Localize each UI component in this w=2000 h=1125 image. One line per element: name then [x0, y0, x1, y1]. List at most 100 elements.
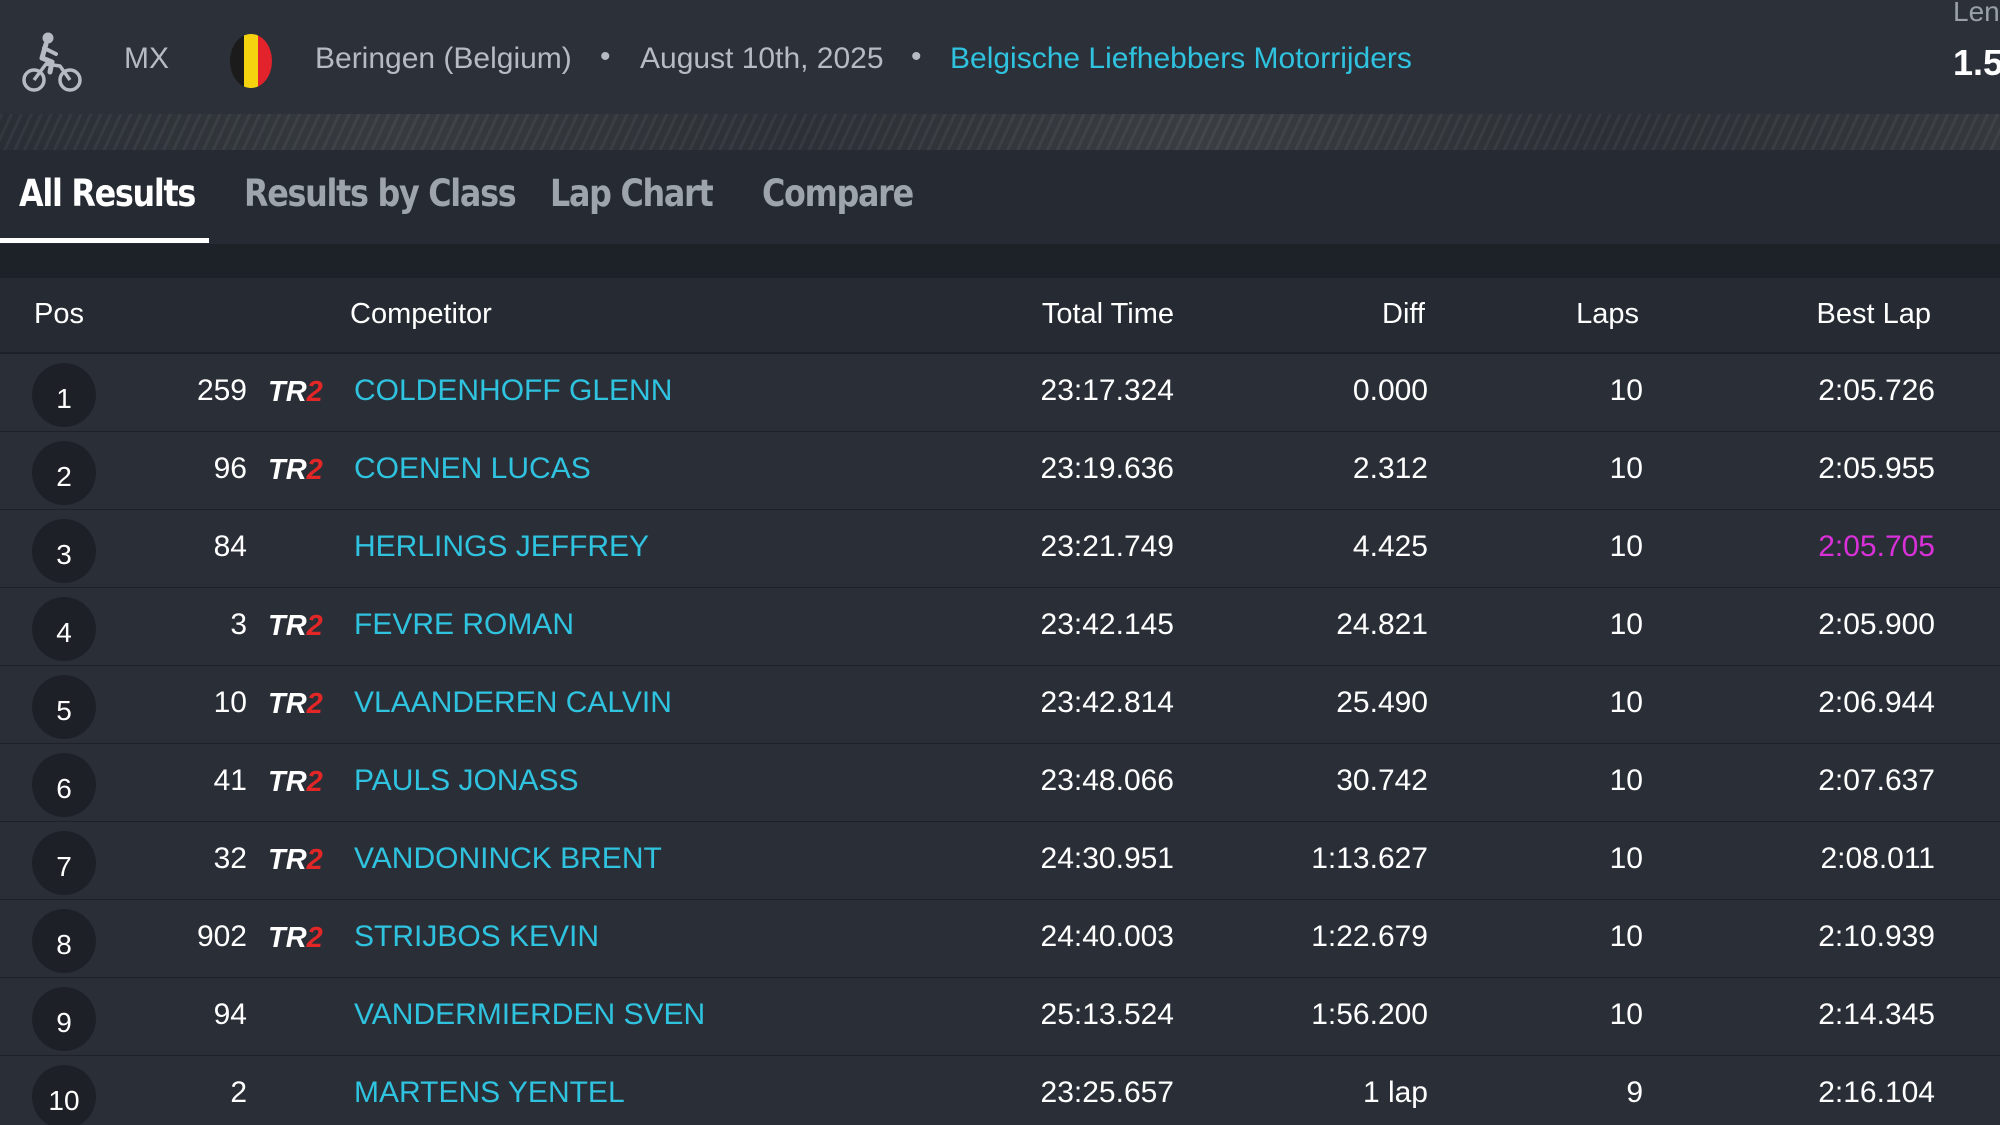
table-header: Pos Competitor Total Time Diff Laps Best…: [0, 278, 2000, 354]
table-row[interactable]: 6 41 TR2 PAULS JONASS 23:48.066 30.742 10 2:07.…: [0, 744, 2000, 822]
header-banner-strip: [0, 114, 2000, 150]
competitor-name-link[interactable]: COLDENHOFF GLENN: [354, 374, 673, 407]
team-logo-text: TR: [268, 766, 307, 798]
team-logo-accent: 2: [306, 610, 323, 642]
tab-compare[interactable]: Compare: [762, 172, 914, 215]
column-header-competitor[interactable]: Competitor: [350, 298, 492, 330]
total-time: 23:21.749: [1040, 530, 1174, 563]
competitor-name-link[interactable]: VANDONINCK BRENT: [354, 842, 662, 875]
column-header-best-lap[interactable]: Best Lap: [1816, 298, 1931, 330]
total-time: 23:17.324: [1040, 374, 1174, 407]
team-logo: TR2: [268, 766, 323, 799]
laps-count: 10: [1609, 530, 1643, 563]
competitor-name-link[interactable]: VANDERMIERDEN SVEN: [354, 998, 706, 1031]
table-row[interactable]: 5 10 TR2 VLAANDEREN CALVIN 23:42.814 25.490 10…: [0, 666, 2000, 744]
time-diff: 30.742: [1336, 764, 1428, 797]
team-logo-accent: 2: [306, 688, 323, 720]
total-time: 23:48.066: [1040, 764, 1174, 797]
team-logo-accent: 2: [306, 844, 323, 876]
column-header-pos[interactable]: Pos: [34, 298, 84, 330]
race-number: 902: [196, 920, 247, 953]
separator-dot: •: [600, 40, 611, 73]
position-badge: 8: [32, 909, 96, 973]
event-date: August 10th, 2025: [640, 42, 884, 75]
team-logo: TR2: [268, 844, 323, 877]
column-header-laps[interactable]: Laps: [1576, 298, 1639, 330]
total-time: 23:42.814: [1040, 686, 1174, 719]
table-row[interactable]: 9 94 VANDERMIERDEN SVEN 25:13.524 1:56.200 10…: [0, 978, 2000, 1056]
total-time: 23:25.657: [1040, 1076, 1174, 1109]
table-row[interactable]: 7 32 TR2 VANDONINCK BRENT 24:30.951 1:13.627 1…: [0, 822, 2000, 900]
tab-lap-chart[interactable]: Lap Chart: [550, 172, 714, 215]
active-tab-indicator: [0, 238, 209, 243]
race-number: 96: [213, 452, 247, 485]
team-logo-accent: 2: [306, 376, 323, 408]
laps-count: 10: [1609, 608, 1643, 641]
laps-count: 10: [1609, 842, 1643, 875]
position-badge: 9: [32, 987, 96, 1051]
column-header-total-time[interactable]: Total Time: [1041, 298, 1174, 330]
table-row[interactable]: 10 2 MARTENS YENTEL 23:25.657 1 lap 9 2:16.104: [0, 1056, 2000, 1125]
track-length-value: 1.5: [1953, 42, 2000, 83]
motocross-rider-icon: [22, 32, 82, 92]
team-logo-text: TR: [268, 844, 307, 876]
competitor-name-link[interactable]: PAULS JONASS: [354, 764, 579, 797]
event-header: MX Beringen (Belgium) • August 10th, 202…: [0, 0, 2000, 114]
team-logo-text: TR: [268, 922, 307, 954]
team-logo: TR2: [268, 610, 323, 643]
race-number: 2: [230, 1076, 247, 1109]
time-diff: 24.821: [1336, 608, 1428, 641]
laps-count: 10: [1609, 998, 1643, 1031]
flag-stripe-black: [230, 34, 244, 88]
separator-dot: •: [911, 40, 922, 73]
race-number: 10: [213, 686, 247, 719]
table-body: 1 259 TR2 COLDENHOFF GLENN 23:17.324 0.000 10 2…: [0, 354, 2000, 1125]
tab-results-by-class[interactable]: Results by Class: [244, 172, 517, 215]
competitor-name-link[interactable]: COENEN LUCAS: [354, 452, 591, 485]
team-logo-accent: 2: [306, 454, 323, 486]
competitor-name-link[interactable]: MARTENS YENTEL: [354, 1076, 625, 1109]
total-time: 24:30.951: [1040, 842, 1174, 875]
laps-count: 9: [1626, 1076, 1643, 1109]
team-logo-text: TR: [268, 610, 307, 642]
laps-count: 10: [1609, 686, 1643, 719]
section-divider: [0, 244, 2000, 278]
total-time: 24:40.003: [1040, 920, 1174, 953]
sport-label: MX: [124, 42, 169, 75]
tab-all-results[interactable]: All Results: [19, 172, 196, 215]
competitor-name-link[interactable]: HERLINGS JEFFREY: [354, 530, 650, 563]
organizer-link[interactable]: Belgische Liefhebbers Motorrijders: [950, 42, 1412, 75]
results-table: Pos Competitor Total Time Diff Laps Best…: [0, 278, 2000, 1125]
position-badge: 3: [32, 519, 96, 583]
flag-stripe-red: [258, 34, 272, 88]
best-lap-time: 2:05.955: [1818, 452, 1935, 485]
laps-count: 10: [1609, 764, 1643, 797]
flag-stripe-yellow: [244, 34, 258, 88]
table-row[interactable]: 3 84 HERLINGS JEFFREY 23:21.749 4.425 10 2:05.…: [0, 510, 2000, 588]
column-header-diff[interactable]: Diff: [1382, 298, 1425, 330]
race-number: 41: [213, 764, 247, 797]
table-row[interactable]: 2 96 TR2 COENEN LUCAS 23:19.636 2.312 10 2:05.9…: [0, 432, 2000, 510]
team-logo: TR2: [268, 688, 323, 721]
time-diff: 1:22.679: [1311, 920, 1428, 953]
table-row[interactable]: 8 902 TR2 STRIJBOS KEVIN 24:40.003 1:22.679 10…: [0, 900, 2000, 978]
competitor-name-link[interactable]: VLAANDEREN CALVIN: [354, 686, 672, 719]
race-number: 3: [230, 608, 247, 641]
best-lap-time: 2:16.104: [1818, 1076, 1935, 1109]
best-lap-time: 2:05.900: [1818, 608, 1935, 641]
team-logo-text: TR: [268, 454, 307, 486]
competitor-name-link[interactable]: FEVRE ROMAN: [354, 608, 575, 641]
table-row[interactable]: 4 3 TR2 FEVRE ROMAN 23:42.145 24.821 10 2:05.90…: [0, 588, 2000, 666]
competitor-name-link[interactable]: STRIJBOS KEVIN: [354, 920, 600, 953]
best-lap-time: 2:08.011: [1820, 842, 1935, 875]
total-time: 23:42.145: [1040, 608, 1174, 641]
total-time: 25:13.524: [1040, 998, 1174, 1031]
best-lap-time: 2:06.944: [1818, 686, 1935, 719]
table-row[interactable]: 1 259 TR2 COLDENHOFF GLENN 23:17.324 0.000 10 2…: [0, 354, 2000, 432]
belgium-flag-icon: [230, 34, 272, 88]
laps-count: 10: [1609, 920, 1643, 953]
best-lap-time: 2:05.726: [1818, 374, 1935, 407]
laps-count: 10: [1609, 452, 1643, 485]
race-number: 94: [213, 998, 247, 1031]
